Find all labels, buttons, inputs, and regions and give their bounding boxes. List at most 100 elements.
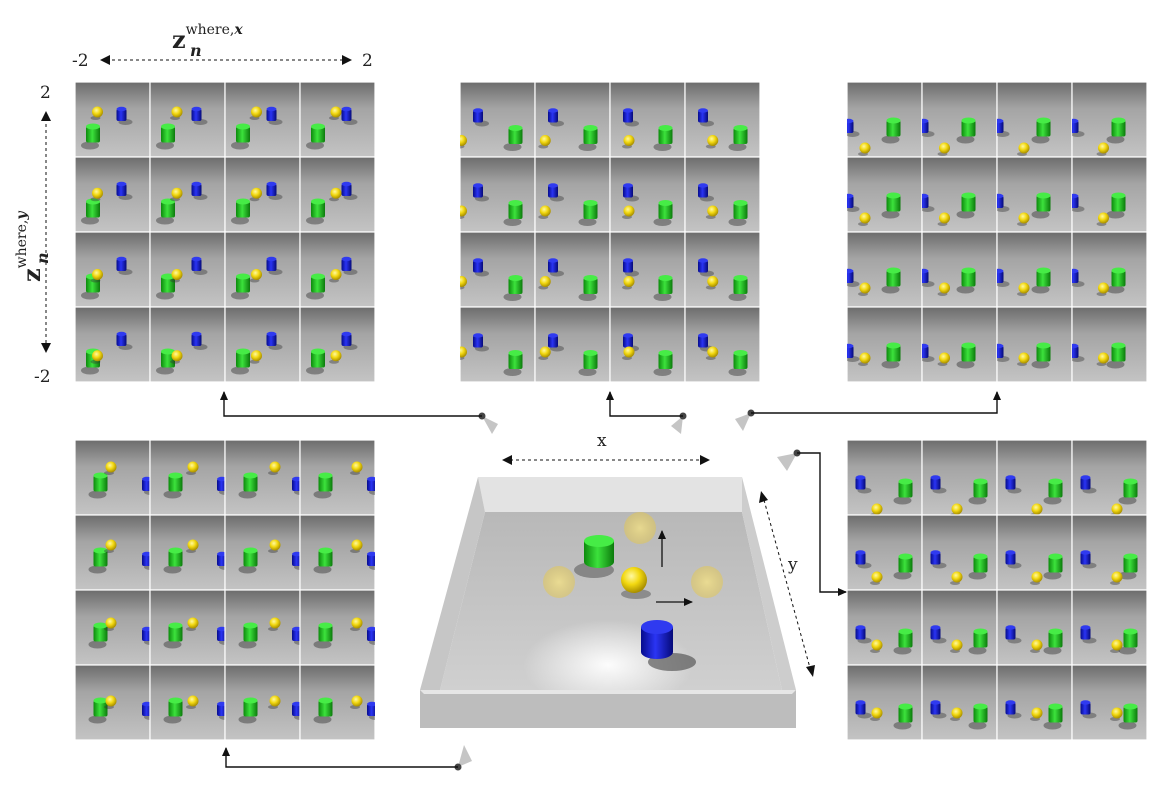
blue-cylinder-top xyxy=(292,551,300,557)
green-cylinder xyxy=(318,625,333,642)
blue-cylinder-top xyxy=(930,700,941,705)
green-cylinder-shadow xyxy=(653,143,672,151)
green-cylinder xyxy=(1048,706,1063,723)
cell-background xyxy=(74,439,151,516)
grid-cell xyxy=(846,306,923,383)
green-cylinder xyxy=(161,351,175,368)
green-cylinder-shadow xyxy=(653,293,672,301)
blue-cylinder-top xyxy=(623,183,633,188)
blue-cylinder xyxy=(266,184,277,196)
green-cylinder-shadow xyxy=(956,210,975,219)
green-cylinder xyxy=(961,195,976,212)
blue-cylinder-top xyxy=(1080,550,1091,555)
grid-cell xyxy=(74,306,151,383)
green-cylinder xyxy=(93,550,108,567)
blue-cylinder-top xyxy=(1005,625,1016,630)
green-cylinder xyxy=(1111,120,1126,137)
blue-cylinder xyxy=(698,185,708,198)
grid-cell xyxy=(149,664,226,741)
cell-background xyxy=(459,306,536,383)
green-cylinder-shadow xyxy=(1031,360,1050,369)
grid-cell xyxy=(921,439,998,516)
cell-background xyxy=(921,156,998,233)
yellow-ball xyxy=(939,352,950,364)
yellow-ball xyxy=(269,461,281,473)
blue-cylinder xyxy=(922,271,929,283)
green-cylinder xyxy=(658,353,673,369)
grid-cell xyxy=(996,156,1073,233)
green-cylinder-top xyxy=(973,703,988,710)
blue-cylinder-top xyxy=(266,331,277,337)
green-cylinder xyxy=(973,481,988,498)
blue-cylinder-top xyxy=(341,106,352,112)
blue-cylinder-top xyxy=(1072,193,1079,199)
blue-cylinder xyxy=(855,627,866,640)
green-cylinder-top xyxy=(583,350,598,356)
green-cylinder-top xyxy=(93,547,108,554)
green-cylinder xyxy=(1036,270,1051,287)
green-cylinder-shadow xyxy=(1106,135,1125,144)
scene-wall-back xyxy=(478,477,742,512)
cell-background xyxy=(459,231,536,308)
green-cylinder-shadow xyxy=(231,216,249,225)
blue-cylinder xyxy=(266,109,277,121)
green-cylinder-shadow xyxy=(163,565,182,574)
green-cylinder xyxy=(1111,270,1126,287)
yellow-ball xyxy=(859,282,871,294)
blue-cylinder xyxy=(623,335,633,348)
yellow-ball xyxy=(1031,571,1043,583)
green-cylinder-top xyxy=(311,123,325,130)
grid-cell xyxy=(224,514,301,591)
green-cylinder-top xyxy=(886,192,901,199)
axis-y: 2 -2 zwhere,yn xyxy=(14,83,52,387)
green-cylinder-top xyxy=(1036,192,1051,199)
green-cylinder xyxy=(311,276,325,293)
blue-cylinder-top xyxy=(116,256,127,262)
blue-cylinder-top xyxy=(847,118,854,124)
blue-cylinder-top xyxy=(922,193,929,199)
green-cylinder xyxy=(1036,345,1051,362)
green-cylinder xyxy=(733,353,748,369)
yellow-ball xyxy=(1098,352,1109,364)
blue-cylinder xyxy=(922,196,929,208)
grid-cell xyxy=(996,664,1073,741)
green-cylinder xyxy=(1048,631,1063,648)
green-cylinder-top xyxy=(93,697,108,704)
yellow-ball xyxy=(1098,142,1109,154)
blue-cylinder-top xyxy=(142,701,150,707)
green-cylinder-top xyxy=(161,123,175,130)
grid-top-middle xyxy=(459,81,761,383)
green-cylinder-shadow xyxy=(728,368,747,376)
blue-cylinder-top xyxy=(698,258,708,263)
grid-cell xyxy=(684,81,761,158)
green-cylinder xyxy=(973,556,988,573)
green-cylinder-top xyxy=(508,350,523,356)
green-cylinder-top xyxy=(973,628,988,635)
grid-cell xyxy=(459,231,536,308)
blue-cylinder xyxy=(1072,196,1079,208)
grid-cell xyxy=(1071,439,1148,516)
green-cylinder-top xyxy=(1123,703,1138,710)
green-cylinder xyxy=(161,126,175,143)
green-cylinder-top xyxy=(658,200,673,206)
green-cylinder-shadow xyxy=(313,715,332,724)
green-cylinder xyxy=(236,126,250,143)
green-cylinder-top xyxy=(898,478,913,485)
cell-background xyxy=(684,306,761,383)
blue-cylinder-top xyxy=(473,258,483,263)
green-cylinder xyxy=(898,706,913,723)
scene-rim-front xyxy=(420,690,796,728)
blue-cylinder xyxy=(341,109,352,121)
blue-cylinder xyxy=(217,554,225,566)
green-cylinder-shadow xyxy=(238,565,257,574)
cell-background xyxy=(149,231,226,308)
connectors xyxy=(220,391,1001,768)
green-cylinder-shadow xyxy=(1118,721,1137,730)
yellow-ball xyxy=(1018,142,1030,154)
yellow-ball xyxy=(351,539,363,551)
blue-cylinder xyxy=(1072,346,1079,358)
green-cylinder-shadow xyxy=(503,143,522,151)
green-cylinder-top xyxy=(318,472,333,479)
cell-background xyxy=(1071,306,1148,383)
grid-top-left xyxy=(74,81,376,383)
